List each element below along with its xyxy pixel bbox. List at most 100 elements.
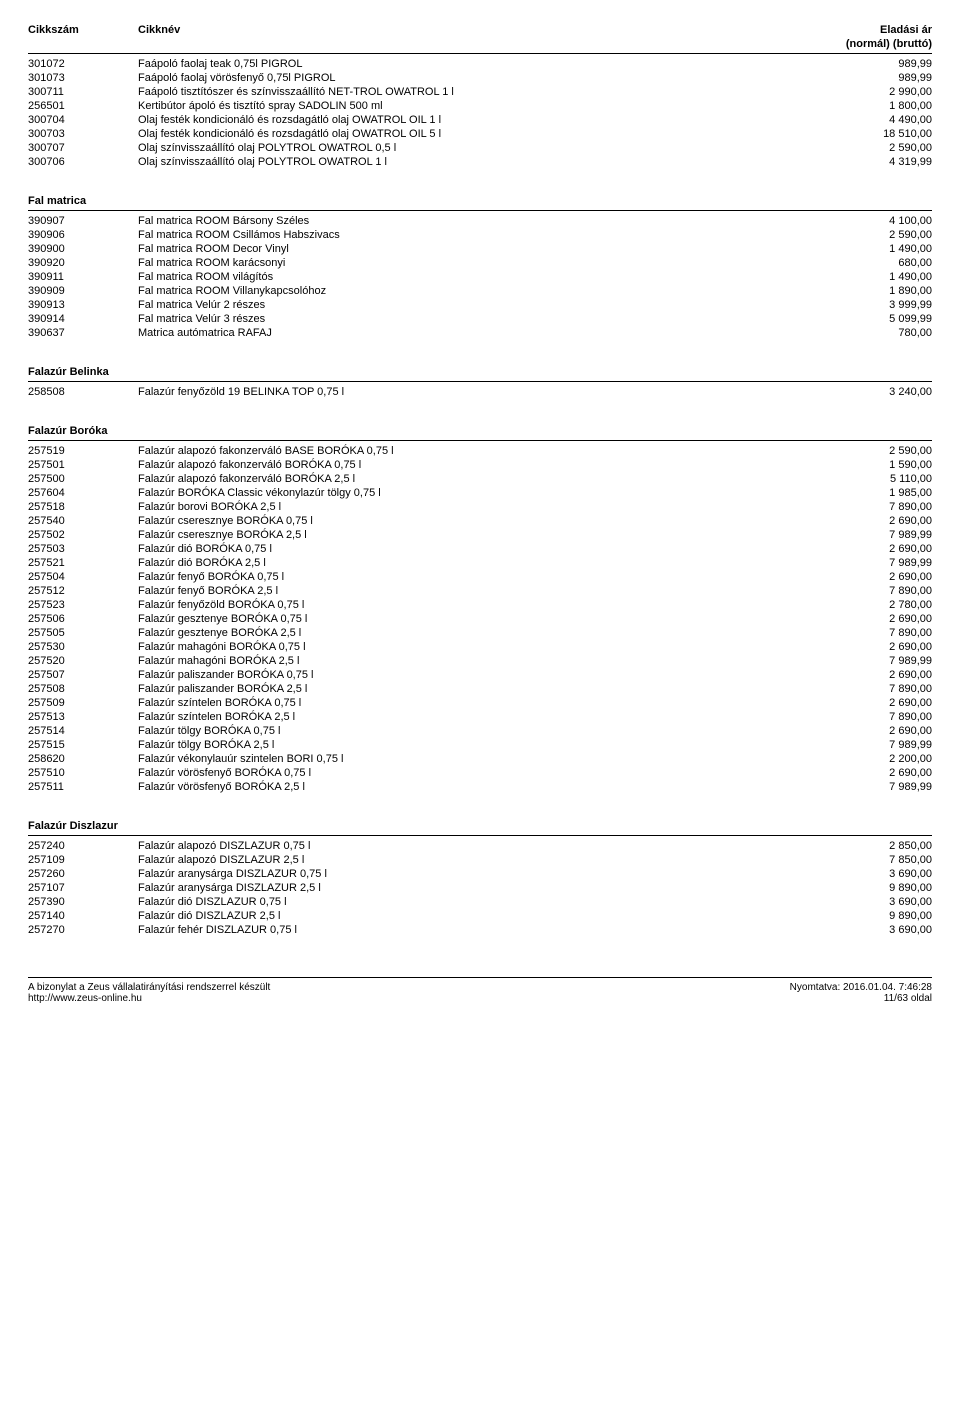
cell-code: 257540 xyxy=(28,515,138,527)
cell-code: 256501 xyxy=(28,100,138,112)
cell-name: Fal matrica ROOM világítós xyxy=(138,271,812,283)
table-row: 257515Falazúr tölgy BORÓKA 2,5 l7 989,99 xyxy=(28,738,932,752)
table-row: 301072Faápoló faolaj teak 0,75l PIGROL98… xyxy=(28,57,932,71)
sections-container: 301072Faápoló faolaj teak 0,75l PIGROL98… xyxy=(28,57,932,937)
cell-price: 9 890,00 xyxy=(812,882,932,894)
cell-price: 1 490,00 xyxy=(812,271,932,283)
cell-price: 3 690,00 xyxy=(812,896,932,908)
cell-name: Falazúr paliszander BORÓKA 2,5 l xyxy=(138,683,812,695)
cell-code: 257515 xyxy=(28,739,138,751)
cell-name: Falazúr tölgy BORÓKA 0,75 l xyxy=(138,725,812,737)
cell-price: 4 100,00 xyxy=(812,215,932,227)
table-row: 257500Falazúr alapozó fakonzerváló BORÓK… xyxy=(28,472,932,486)
cell-price: 7 850,00 xyxy=(812,854,932,866)
section-title: Falazúr Diszlazur xyxy=(28,820,932,836)
cell-name: Falazúr alapozó fakonzerváló BORÓKA 0,75… xyxy=(138,459,812,471)
cell-code: 257521 xyxy=(28,557,138,569)
cell-code: 257502 xyxy=(28,529,138,541)
cell-name: Falazúr aranysárga DISZLAZUR 0,75 l xyxy=(138,868,812,880)
table-row: 390911Fal matrica ROOM világítós1 490,00 xyxy=(28,270,932,284)
cell-code: 257512 xyxy=(28,585,138,597)
cell-name: Faápoló tisztítószer és színvisszaállító… xyxy=(138,86,812,98)
cell-code: 257513 xyxy=(28,711,138,723)
cell-name: Falazúr tölgy BORÓKA 2,5 l xyxy=(138,739,812,751)
cell-code: 390914 xyxy=(28,313,138,325)
table-row: 257502Falazúr cseresznye BORÓKA 2,5 l7 9… xyxy=(28,528,932,542)
table-subheader: (normál) (bruttó) xyxy=(28,38,932,54)
table-row: 257140Falazúr dió DISZLAZUR 2,5 l9 890,0… xyxy=(28,909,932,923)
table-row: 390913Fal matrica Velúr 2 részes3 999,99 xyxy=(28,298,932,312)
table-row: 257513Falazúr színtelen BORÓKA 2,5 l7 89… xyxy=(28,710,932,724)
cell-price: 2 990,00 xyxy=(812,86,932,98)
cell-price: 9 890,00 xyxy=(812,910,932,922)
cell-code: 257260 xyxy=(28,868,138,880)
cell-code: 258620 xyxy=(28,753,138,765)
table-header: Cikkszám Cikknév Eladási ár xyxy=(28,24,932,38)
table-row: 257260Falazúr aranysárga DISZLAZUR 0,75 … xyxy=(28,867,932,881)
cell-code: 301073 xyxy=(28,72,138,84)
cell-price: 7 989,99 xyxy=(812,739,932,751)
cell-code: 300703 xyxy=(28,128,138,140)
cell-price: 2 590,00 xyxy=(812,142,932,154)
cell-code: 390900 xyxy=(28,243,138,255)
cell-name: Falazúr dió DISZLAZUR 0,75 l xyxy=(138,896,812,908)
cell-code: 257511 xyxy=(28,781,138,793)
table-row: 257240Falazúr alapozó DISZLAZUR 0,75 l2 … xyxy=(28,839,932,853)
cell-name: Matrica autómatrica RAFAJ xyxy=(138,327,812,339)
cell-name: Falazúr dió BORÓKA 2,5 l xyxy=(138,557,812,569)
table-row: 257506Falazúr gesztenye BORÓKA 0,75 l2 6… xyxy=(28,612,932,626)
cell-price: 2 690,00 xyxy=(812,613,932,625)
cell-name: Falazúr fenyőzöld BORÓKA 0,75 l xyxy=(138,599,812,611)
cell-price: 7 890,00 xyxy=(812,711,932,723)
cell-name: Falazúr gesztenye BORÓKA 2,5 l xyxy=(138,627,812,639)
cell-price: 2 690,00 xyxy=(812,543,932,555)
cell-code: 257505 xyxy=(28,627,138,639)
cell-name: Falazúr dió BORÓKA 0,75 l xyxy=(138,543,812,555)
header-code: Cikkszám xyxy=(28,24,138,36)
header-name: Cikknév xyxy=(138,24,812,36)
cell-price: 2 780,00 xyxy=(812,599,932,611)
table-row: 257501Falazúr alapozó fakonzerváló BORÓK… xyxy=(28,458,932,472)
cell-price: 7 989,99 xyxy=(812,655,932,667)
cell-code: 257503 xyxy=(28,543,138,555)
cell-code: 257109 xyxy=(28,854,138,866)
table-row: 257503Falazúr dió BORÓKA 0,75 l2 690,00 xyxy=(28,542,932,556)
table-row: 257514Falazúr tölgy BORÓKA 0,75 l2 690,0… xyxy=(28,724,932,738)
header-price: Eladási ár xyxy=(812,24,932,36)
table-row: 257270Falazúr fehér DISZLAZUR 0,75 l3 69… xyxy=(28,923,932,937)
cell-price: 2 690,00 xyxy=(812,641,932,653)
cell-price: 3 690,00 xyxy=(812,868,932,880)
table-row: 257604Falazúr BORÓKA Classic vékonylazúr… xyxy=(28,486,932,500)
cell-name: Olaj színvisszaállító olaj POLYTROL OWAT… xyxy=(138,142,812,154)
cell-name: Faápoló faolaj vörösfenyő 0,75l PIGROL xyxy=(138,72,812,84)
section-title: Fal matrica xyxy=(28,195,932,211)
table-row: 300704Olaj festék kondicionáló és rozsda… xyxy=(28,113,932,127)
table-row: 257508Falazúr paliszander BORÓKA 2,5 l7 … xyxy=(28,682,932,696)
cell-code: 257604 xyxy=(28,487,138,499)
table-row: 257390Falazúr dió DISZLAZUR 0,75 l3 690,… xyxy=(28,895,932,909)
table-row: 300703Olaj festék kondicionáló és rozsda… xyxy=(28,127,932,141)
cell-name: Falazúr dió DISZLAZUR 2,5 l xyxy=(138,910,812,922)
table-row: 257109Falazúr alapozó DISZLAZUR 2,5 l7 8… xyxy=(28,853,932,867)
cell-code: 257140 xyxy=(28,910,138,922)
cell-name: Falazúr mahagóni BORÓKA 2,5 l xyxy=(138,655,812,667)
table-row: 300711Faápoló tisztítószer és színvissza… xyxy=(28,85,932,99)
header-price-sub: (normál) (bruttó) xyxy=(812,38,932,50)
cell-price: 989,99 xyxy=(812,72,932,84)
cell-code: 390909 xyxy=(28,285,138,297)
cell-name: Falazúr színtelen BORÓKA 0,75 l xyxy=(138,697,812,709)
cell-name: Olaj festék kondicionáló és rozsdagátló … xyxy=(138,114,812,126)
cell-name: Falazúr alapozó DISZLAZUR 2,5 l xyxy=(138,854,812,866)
cell-name: Falazúr gesztenye BORÓKA 0,75 l xyxy=(138,613,812,625)
cell-price: 680,00 xyxy=(812,257,932,269)
table-row: 390920Fal matrica ROOM karácsonyi680,00 xyxy=(28,256,932,270)
cell-price: 7 989,99 xyxy=(812,529,932,541)
cell-price: 2 690,00 xyxy=(812,571,932,583)
cell-code: 390913 xyxy=(28,299,138,311)
cell-code: 390920 xyxy=(28,257,138,269)
footer-left: A bizonylat a Zeus vállalatirányítási re… xyxy=(28,982,270,1004)
cell-name: Fal matrica ROOM Csillámos Habszivacs xyxy=(138,229,812,241)
cell-name: Faápoló faolaj teak 0,75l PIGROL xyxy=(138,58,812,70)
footer-software: A bizonylat a Zeus vállalatirányítási re… xyxy=(28,982,270,993)
cell-code: 257240 xyxy=(28,840,138,852)
